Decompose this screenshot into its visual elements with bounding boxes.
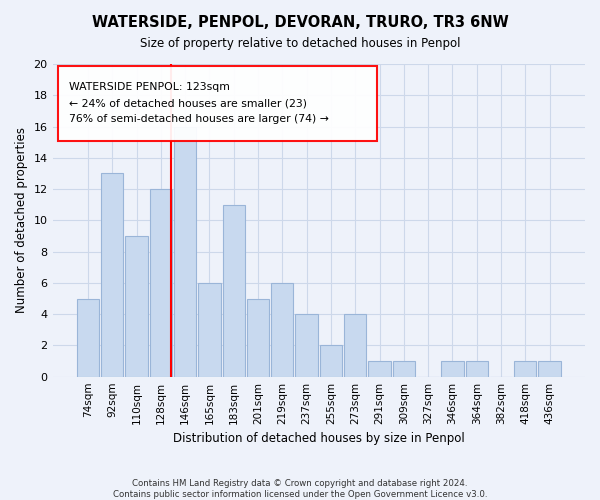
Bar (77, 298, 99, 376)
Bar (247, 298, 269, 376)
Bar (223, 204, 245, 376)
Bar (392, 361, 415, 376)
Text: Contains public sector information licensed under the Open Government Licence v3: Contains public sector information licen… (113, 490, 487, 499)
Bar (149, 189, 172, 376)
Text: WATERSIDE PENPOL: 123sqm
← 24% of detached houses are smaller (23)
76% of semi-d: WATERSIDE PENPOL: 123sqm ← 24% of detach… (68, 82, 328, 124)
Bar (101, 174, 124, 376)
Bar (368, 361, 391, 376)
Bar (174, 126, 196, 376)
Bar (125, 236, 148, 376)
Y-axis label: Number of detached properties: Number of detached properties (15, 128, 28, 314)
Text: WATERSIDE, PENPOL, DEVORAN, TRURO, TR3 6NW: WATERSIDE, PENPOL, DEVORAN, TRURO, TR3 6… (92, 15, 508, 30)
Bar (344, 314, 367, 376)
Bar (295, 314, 318, 376)
Bar (271, 283, 293, 376)
FancyBboxPatch shape (58, 66, 377, 140)
Bar (466, 361, 488, 376)
Bar (198, 283, 221, 376)
Text: Size of property relative to detached houses in Penpol: Size of property relative to detached ho… (140, 38, 460, 51)
Bar (320, 346, 342, 376)
Bar (538, 361, 561, 376)
Text: Contains HM Land Registry data © Crown copyright and database right 2024.: Contains HM Land Registry data © Crown c… (132, 478, 468, 488)
Bar (514, 361, 536, 376)
Bar (441, 361, 464, 376)
X-axis label: Distribution of detached houses by size in Penpol: Distribution of detached houses by size … (173, 432, 464, 445)
